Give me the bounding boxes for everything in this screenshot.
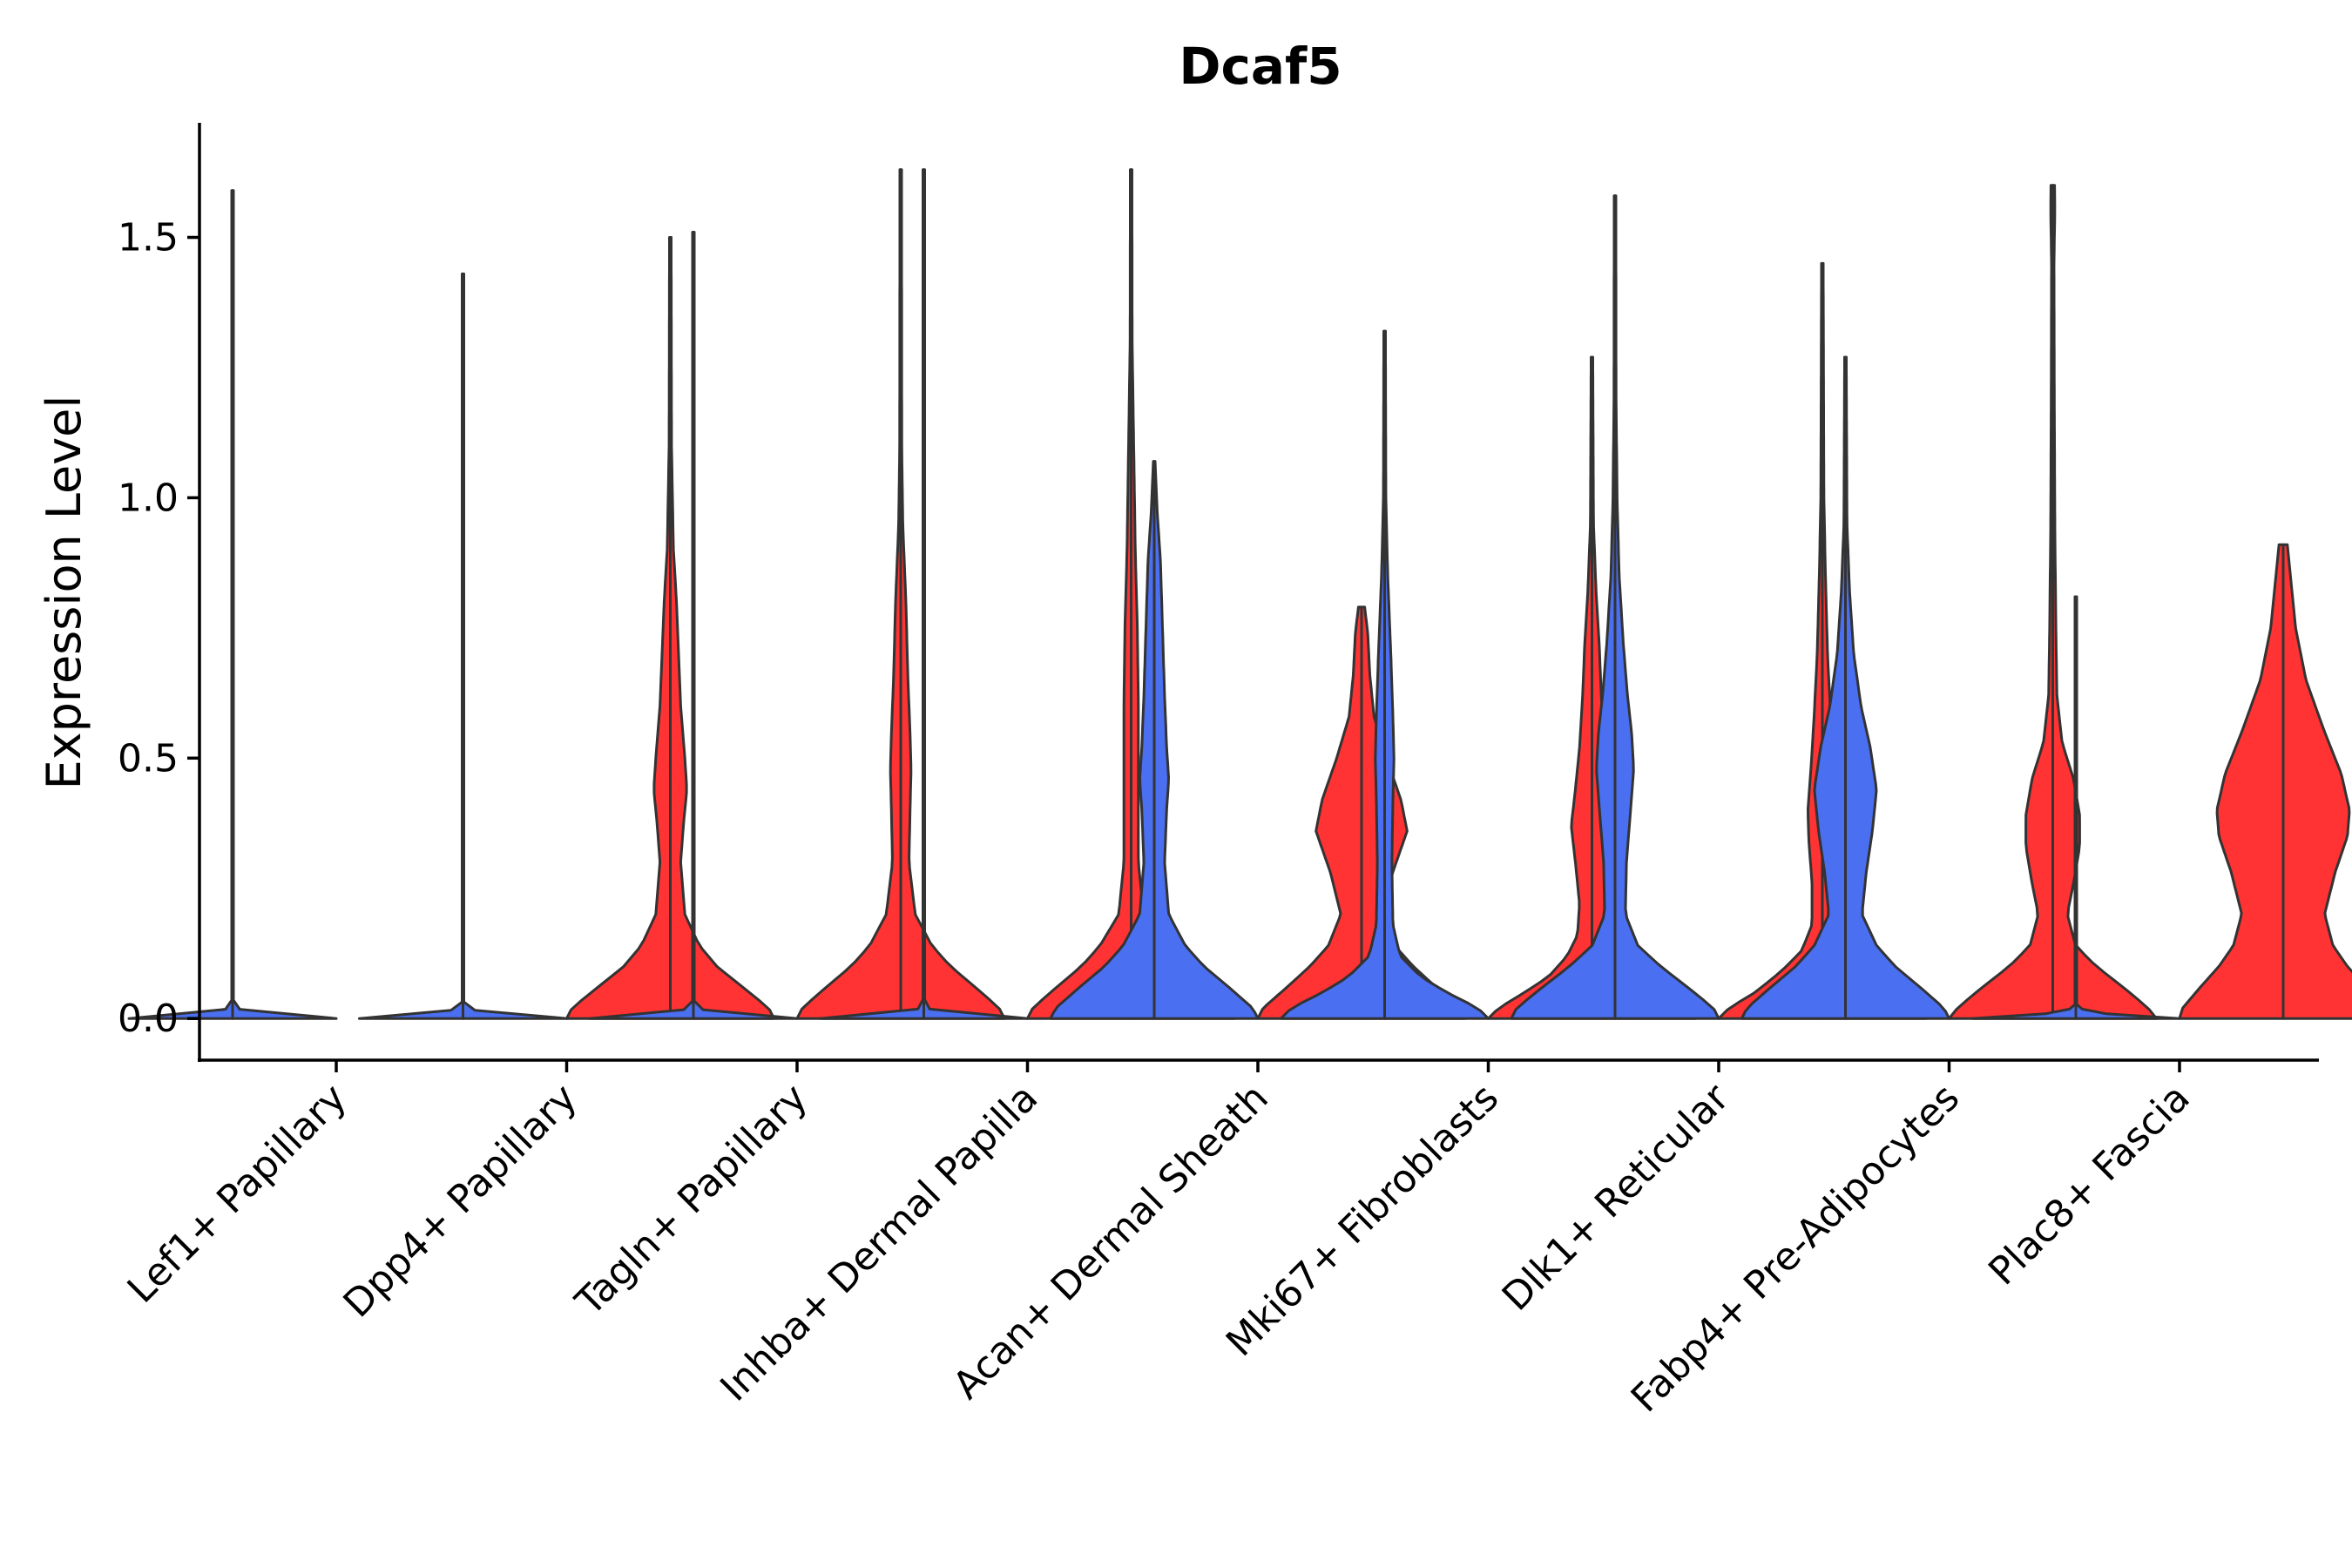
violin-right-mirror-6 — [1487, 355, 1593, 1020]
violin-left-6 — [1383, 329, 1490, 1020]
y-tick-label-1: 0.0 — [118, 997, 179, 1041]
violin-right-mirror-3 — [795, 168, 902, 1020]
violin-left-mirror-8 — [1740, 355, 1847, 1020]
violin-left-8 — [1844, 355, 1950, 1020]
violin-left-3 — [692, 231, 799, 1020]
violin-left-9 — [2074, 595, 2181, 1020]
violin-left-mirror-2 — [358, 272, 464, 1020]
violin-left-2 — [462, 272, 568, 1020]
x-tick-label-3: Tagln+ Papillary — [567, 1076, 816, 1325]
x-tick-label-2: Dpp4+ Papillary — [335, 1076, 586, 1327]
x-tick-label-9: Plac8+ Fascia — [1980, 1076, 2199, 1294]
violin-left-mirror-5 — [1049, 460, 1156, 1020]
x-tick-label-7: Dlk1+ Reticular — [1494, 1075, 1739, 1320]
violin-left-mirror-9 — [1970, 595, 2078, 1020]
violin-right-8 — [2051, 184, 2158, 1020]
y-axis-ticks: 0.0 0.5 1.0 1.5 — [118, 216, 199, 1041]
violin-right-mirror-7 — [1717, 261, 1824, 1020]
violin-left-4 — [923, 168, 1029, 1020]
violin-left-1 — [231, 189, 338, 1020]
chart-title: Dcaf5 — [1179, 37, 1342, 96]
violin-left-mirror-7 — [1510, 194, 1617, 1020]
violin-right-3 — [899, 168, 1006, 1020]
violin-right-mirror-2 — [565, 236, 672, 1020]
y-tick-label-2: 0.5 — [118, 736, 179, 781]
violin-right-mirror-5 — [1256, 605, 1363, 1020]
violin-right-2 — [669, 236, 775, 1020]
violin-left-mirror-1 — [127, 189, 234, 1020]
violin-right-mirror-8 — [1948, 184, 2054, 1020]
violin-left-5 — [1152, 460, 1260, 1020]
violin-right-mirror-9 — [2178, 543, 2285, 1020]
violin-right-mirror-4 — [1026, 168, 1132, 1020]
y-tick-label-3: 1.0 — [118, 476, 179, 520]
violin-left-mirror-3 — [588, 231, 695, 1020]
x-tick-label-1: Lef1+ Papillary — [119, 1076, 355, 1312]
violin-left-7 — [1613, 194, 1720, 1020]
violin-right-9 — [2281, 543, 2352, 1020]
violin-left-mirror-6 — [1280, 329, 1386, 1020]
y-tick-label-4: 1.5 — [118, 216, 179, 260]
violin-layer — [127, 168, 2352, 1020]
y-axis-label: Expression Level — [37, 395, 91, 790]
violin-left-mirror-4 — [819, 168, 925, 1020]
